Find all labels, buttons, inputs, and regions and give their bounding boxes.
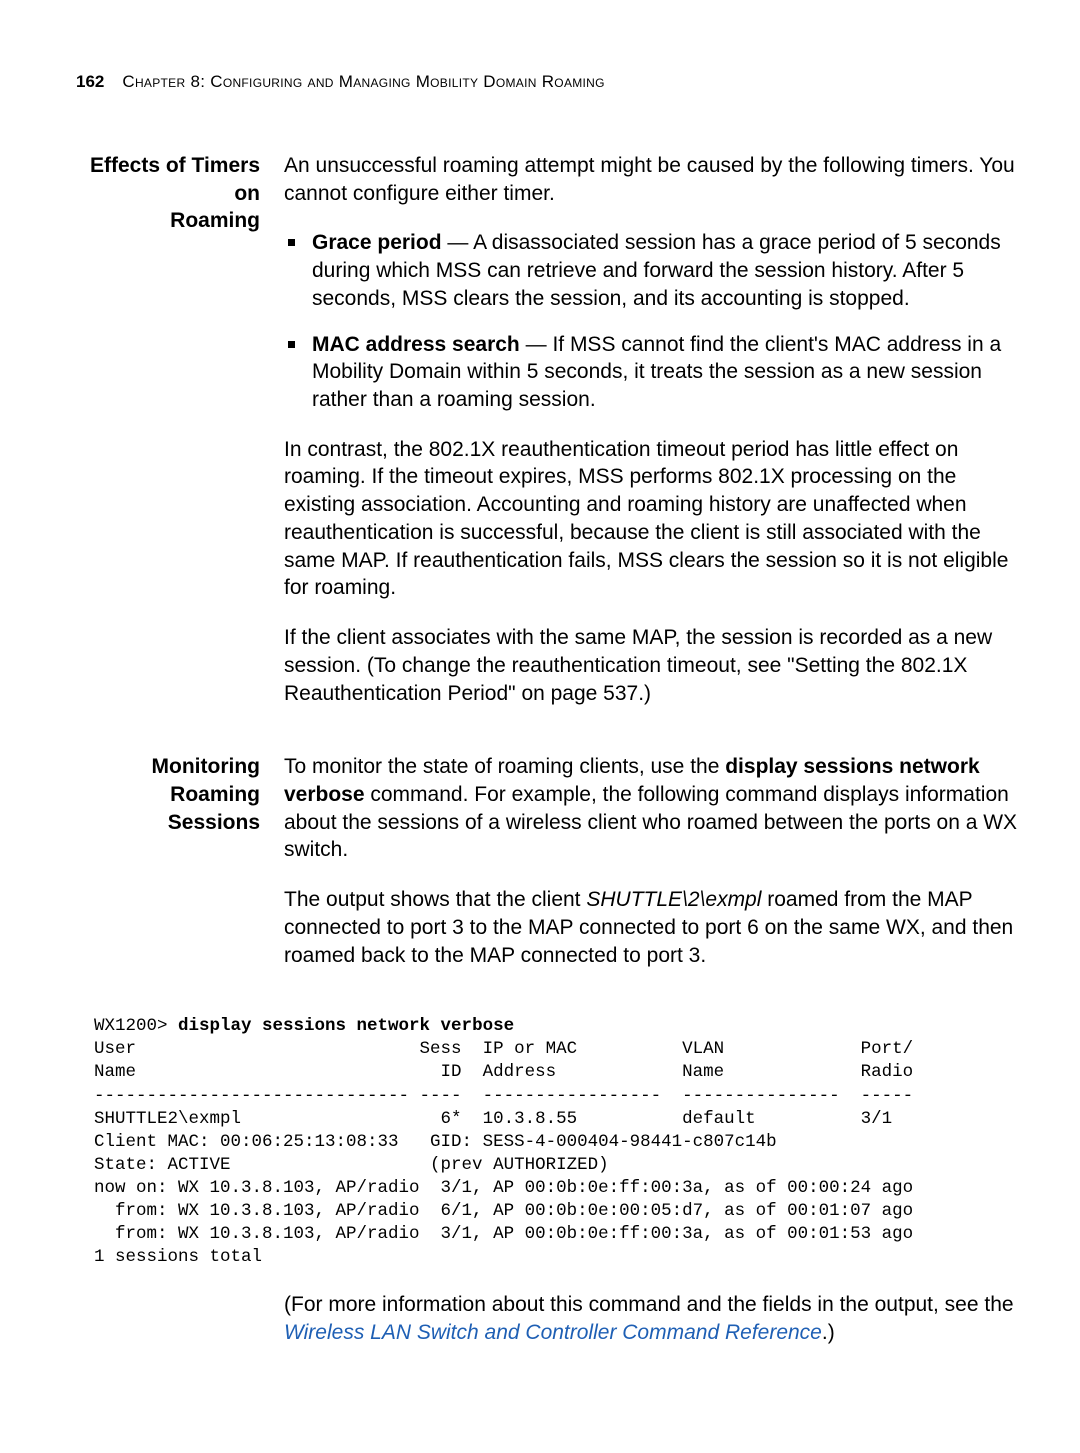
heading-line: Effects of Timers on — [90, 154, 260, 205]
side-heading-monitor: Monitoring Roaming Sessions — [76, 753, 284, 991]
text: To monitor the state of roaming clients,… — [284, 755, 725, 778]
cli-command: display sessions network verbose — [178, 1016, 514, 1036]
body-paragraph: If the client associates with the same M… — [284, 624, 1020, 707]
list-item: Grace period — A disassociated session h… — [284, 229, 1020, 312]
reference-link[interactable]: Wireless LAN Switch and Controller Comma… — [284, 1321, 822, 1344]
page-number: 162 — [76, 72, 104, 92]
text: command. For example, the following comm… — [284, 783, 1017, 861]
chapter-title: Chapter 8: Configuring and Managing Mobi… — [122, 72, 604, 92]
body-paragraph: The output shows that the client SHUTTLE… — [284, 886, 1020, 969]
text: The output shows that the client — [284, 888, 586, 911]
section-more-info: (For more information about this command… — [76, 1291, 1020, 1368]
heading-line: Monitoring Roaming — [152, 755, 260, 806]
cli-line: SHUTTLE2\exmpl 6* 10.3.8.55 default 3/1 — [94, 1109, 892, 1129]
text: .) — [822, 1321, 835, 1344]
body-paragraph: In contrast, the 802.1X reauthentication… — [284, 436, 1020, 602]
side-heading-timers: Effects of Timers on Roaming — [76, 152, 284, 729]
body-monitor: To monitor the state of roaming clients,… — [284, 753, 1020, 991]
intro-paragraph: To monitor the state of roaming clients,… — [284, 753, 1020, 864]
body-timers: An unsuccessful roaming attempt might be… — [284, 152, 1020, 729]
shuttle-name: SHUTTLE\2\exmpl — [586, 888, 761, 911]
heading-line: Roaming — [170, 209, 260, 232]
bullet-term: MAC address search — [312, 333, 520, 356]
intro-paragraph: An unsuccessful roaming attempt might be… — [284, 152, 1020, 207]
list-item: MAC address search — If MSS cannot find … — [284, 331, 1020, 414]
cli-line: Client MAC: 00:06:25:13:08:33 GID: SESS-… — [94, 1132, 777, 1152]
section-timers: Effects of Timers on Roaming An unsucces… — [76, 152, 1020, 729]
section-monitor: Monitoring Roaming Sessions To monitor t… — [76, 753, 1020, 991]
text: (For more information about this command… — [284, 1293, 1014, 1316]
bullet-dash: — — [442, 231, 474, 254]
page: 162 Chapter 8: Configuring and Managing … — [0, 0, 1080, 1453]
cli-line: now on: WX 10.3.8.103, AP/radio 3/1, AP … — [94, 1178, 913, 1198]
bullet-dash: — — [520, 333, 553, 356]
running-header: 162 Chapter 8: Configuring and Managing … — [76, 72, 1020, 92]
side-heading-empty — [76, 1291, 284, 1368]
cli-line: Name ID Address Name Radio — [94, 1062, 913, 1082]
heading-line: Sessions — [168, 811, 260, 834]
cli-output: WX1200> display sessions network verbose… — [94, 1015, 1020, 1269]
cli-line: 1 sessions total — [94, 1247, 262, 1267]
timers-bullets: Grace period — A disassociated session h… — [284, 229, 1020, 413]
cli-line: from: WX 10.3.8.103, AP/radio 6/1, AP 00… — [94, 1201, 913, 1221]
more-info-paragraph: (For more information about this command… — [284, 1291, 1020, 1346]
bullet-term: Grace period — [312, 231, 442, 254]
body-more-info: (For more information about this command… — [284, 1291, 1020, 1368]
cli-line: from: WX 10.3.8.103, AP/radio 3/1, AP 00… — [94, 1224, 913, 1244]
cli-line: State: ACTIVE (prev AUTHORIZED) — [94, 1155, 609, 1175]
cli-line: User Sess IP or MAC VLAN Port/ — [94, 1039, 913, 1059]
cli-prompt: WX1200> — [94, 1016, 178, 1036]
cli-line: ------------------------------ ---- ----… — [94, 1086, 913, 1106]
